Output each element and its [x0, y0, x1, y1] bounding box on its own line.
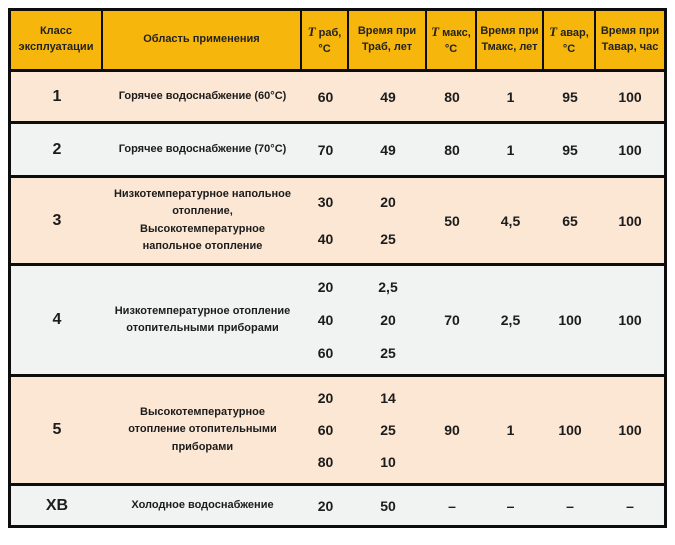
- class-value: ХВ: [45, 496, 69, 514]
- col-header-t-max: T макс, °C: [427, 11, 477, 69]
- t-rab-values: 20 60 80: [302, 377, 349, 483]
- time-rab-value: 25: [380, 231, 396, 248]
- time-rab-value: 14: [380, 390, 396, 406]
- t-avar-value: –: [566, 497, 574, 514]
- col-header-class: Класс эксплуатации: [11, 11, 103, 69]
- t-avar-value: 95: [562, 141, 578, 158]
- application-value: Высокотемпературное отопление отопительн…: [128, 406, 277, 453]
- application-value: Низкотемпературное напольное отопление, …: [113, 188, 292, 252]
- table-row: 2 Горячее водоснабжение (70°C) 70 49 80 …: [11, 121, 664, 175]
- header-t-avar-line2: °C: [562, 42, 576, 55]
- t-symbol: T: [431, 23, 440, 39]
- application-value: Холодное водоснабжение: [131, 498, 274, 511]
- header-t-avar-line1: авар,: [560, 26, 589, 39]
- time-rab-value: 10: [380, 454, 396, 470]
- col-header-t-rab: T раб, °C: [302, 11, 349, 69]
- header-time-max-line1: Время при: [480, 25, 539, 38]
- time-rab-value: 49: [380, 88, 396, 105]
- time-max-value: 1: [506, 141, 515, 158]
- header-application-label: Область применения: [143, 33, 260, 46]
- t-rab-value: 60: [317, 88, 334, 105]
- t-max-value: 80: [444, 141, 460, 158]
- col-header-time-avar: Время при Тавар, час: [596, 11, 664, 69]
- time-rab-value: 2,5: [378, 279, 398, 296]
- time-max-value: 1: [506, 422, 515, 438]
- t-rab-value: 70: [317, 141, 334, 158]
- header-class-line1: Класс: [39, 25, 73, 38]
- t-avar-value: 100: [558, 312, 582, 328]
- time-avar-value: 100: [618, 141, 642, 158]
- time-rab-value: 25: [380, 422, 396, 438]
- col-header-time-max: Время при Тмакс, лет: [477, 11, 544, 69]
- col-header-application: Область применения: [103, 11, 302, 69]
- table-row: 4 Низкотемпературное отопление отопитель…: [11, 263, 664, 374]
- time-rab-values: 20 25: [349, 178, 427, 263]
- t-max-value: 50: [444, 212, 460, 229]
- header-time-avar-line1: Время при: [600, 25, 660, 38]
- table-row: ХВ Холодное водоснабжение 20 50 – – – –: [11, 483, 664, 525]
- t-rab-values: 20 40 60: [302, 266, 349, 374]
- application-value: Горячее водоснабжение (60°C): [118, 89, 287, 102]
- time-avar-value: 100: [618, 212, 642, 229]
- header-time-avar-line2: Тавар, час: [601, 41, 659, 53]
- time-rab-values: 2,5 20 25: [349, 266, 427, 374]
- header-time-max-line2: Тмакс, лет: [481, 41, 538, 53]
- time-rab-values: 14 25 10: [349, 377, 427, 483]
- header-time-rab-line1: Время при: [357, 25, 417, 38]
- t-rab-value: 80: [317, 454, 334, 470]
- t-rab-value: 60: [317, 344, 334, 361]
- t-rab-value: 20: [317, 390, 334, 406]
- header-t-rab-line1: раб,: [318, 26, 342, 39]
- table-row: 1 Горячее водоснабжение (60°C) 60 49 80 …: [11, 69, 664, 121]
- t-rab-value: 40: [317, 231, 334, 248]
- t-rab-value: 30: [317, 193, 334, 210]
- t-max-value: –: [448, 497, 456, 514]
- application-value: Низкотемпературное отопление отопительны…: [114, 304, 291, 334]
- table-row: 3 Низкотемпературное напольное отопление…: [11, 175, 664, 263]
- t-max-value: 70: [444, 312, 460, 328]
- header-t-max-line2: °C: [444, 42, 458, 55]
- header-t-rab-line2: °C: [318, 42, 331, 55]
- class-value: 3: [52, 211, 62, 229]
- time-rab-value: 20: [380, 311, 396, 328]
- time-rab-value: 25: [380, 344, 396, 361]
- table-header-row: Класс эксплуатации Область применения T …: [11, 11, 664, 69]
- time-rab-value: 20: [380, 193, 396, 210]
- t-symbol: T: [549, 23, 558, 39]
- col-header-time-rab: Время при Траб, лет: [349, 11, 427, 69]
- application-value: Горячее водоснабжение (70°C): [118, 142, 287, 155]
- time-rab-value: 49: [380, 141, 396, 158]
- col-header-t-avar: T авар, °C: [544, 11, 596, 69]
- table-row: 5 Высокотемпературное отопление отопител…: [11, 374, 664, 483]
- t-avar-value: 95: [562, 88, 578, 105]
- class-value: 2: [52, 140, 62, 158]
- class-value: 1: [52, 87, 62, 105]
- header-class-line2: эксплуатации: [18, 41, 94, 53]
- t-avar-value: 65: [562, 212, 578, 229]
- t-max-value: 80: [444, 88, 460, 105]
- class-value: 4: [52, 311, 62, 328]
- time-avar-value: 100: [618, 88, 642, 105]
- time-max-value: 1: [506, 88, 515, 105]
- t-rab-value: 40: [317, 311, 334, 328]
- t-rab-value: 60: [317, 422, 334, 438]
- t-avar-value: 100: [558, 422, 582, 438]
- operation-class-table: Класс эксплуатации Область применения T …: [8, 8, 667, 528]
- time-avar-value: 100: [618, 422, 642, 438]
- header-t-max-line1: макс,: [442, 26, 471, 39]
- time-max-value: –: [506, 497, 515, 514]
- t-max-value: 90: [444, 422, 460, 438]
- time-max-value: 4,5: [500, 212, 521, 229]
- t-rab-value: 20: [317, 279, 334, 296]
- time-avar-value: 100: [618, 312, 642, 328]
- class-value: 5: [52, 421, 62, 438]
- time-avar-value: –: [626, 497, 634, 514]
- t-rab-value: 20: [317, 497, 334, 514]
- t-symbol: T: [307, 23, 316, 39]
- t-rab-values: 30 40: [302, 178, 349, 263]
- time-rab-value: 50: [380, 497, 396, 514]
- time-max-value: 2,5: [500, 312, 521, 328]
- header-time-rab-line2: Траб, лет: [361, 41, 413, 53]
